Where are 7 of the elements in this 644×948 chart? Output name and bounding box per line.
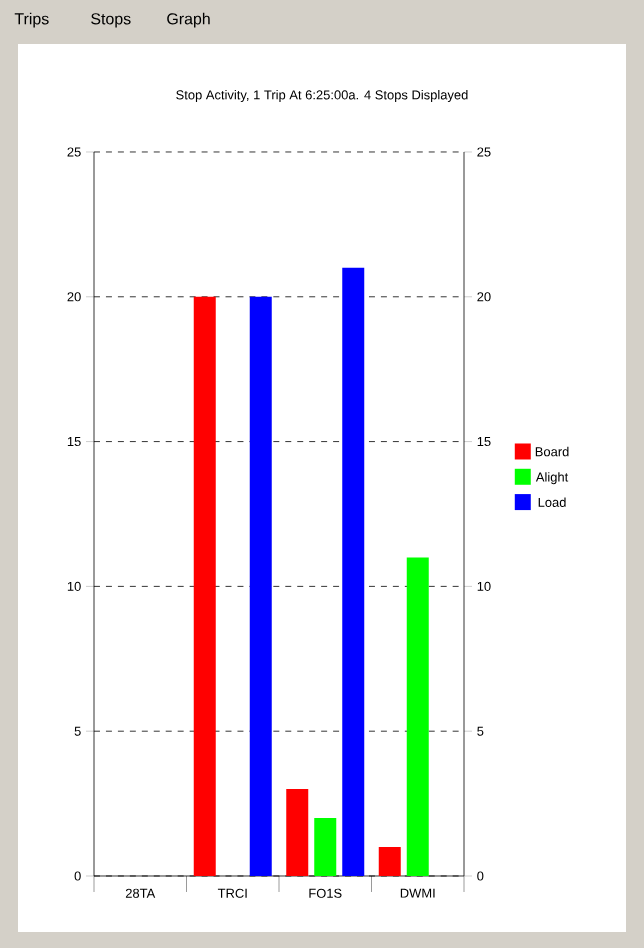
bar: [378, 847, 401, 876]
bar: [314, 818, 337, 876]
bar: [406, 557, 429, 876]
bar: [286, 789, 309, 876]
bar: [193, 296, 216, 876]
bar: [342, 267, 365, 876]
bar: [249, 296, 272, 876]
